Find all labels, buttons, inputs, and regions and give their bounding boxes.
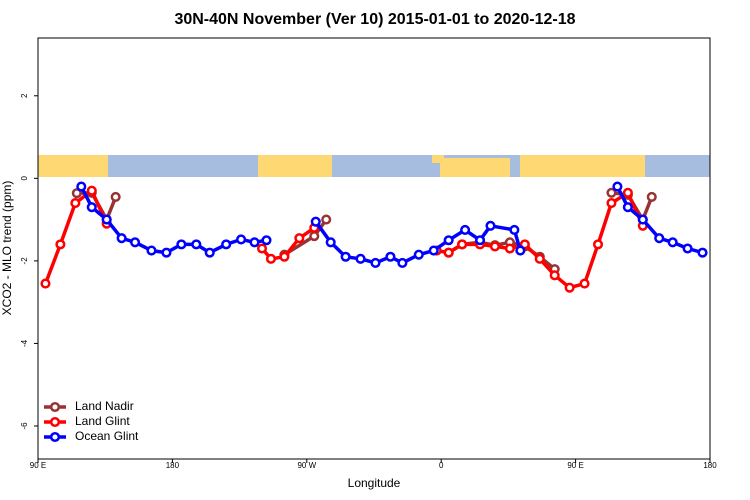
point: [564, 282, 575, 293]
point: [534, 253, 545, 264]
y-axis-label: XCO2 - MLO trend (ppm): [0, 181, 14, 316]
point: [236, 234, 247, 245]
legend-label: Land Glint: [75, 414, 130, 428]
point: [622, 187, 633, 198]
point: [646, 191, 657, 202]
series-line: [79, 185, 703, 265]
x-tick-label: 0: [439, 461, 444, 470]
x-tick-label: 180: [166, 461, 180, 470]
point: [71, 188, 82, 199]
point: [204, 247, 215, 258]
point: [485, 220, 496, 231]
point: [549, 270, 560, 281]
point: [592, 239, 604, 250]
point: [130, 237, 141, 248]
point: [443, 235, 454, 246]
legend-marker: [49, 416, 61, 428]
x-tick-label: 90 E: [30, 461, 46, 470]
point: [606, 187, 617, 198]
point: [489, 241, 501, 252]
point: [443, 247, 454, 258]
x-tick-label: 90 W: [297, 461, 316, 470]
point: [622, 202, 633, 213]
point: [606, 198, 617, 209]
point: [504, 243, 515, 254]
point: [385, 251, 396, 262]
plot-box: [37, 37, 711, 460]
point: [55, 239, 66, 250]
point: [697, 247, 708, 258]
point: [70, 198, 81, 209]
point: [110, 191, 121, 202]
point: [457, 239, 468, 250]
x-tick-label: 90 E: [567, 461, 583, 470]
y-tick-label: -6: [20, 422, 29, 430]
point: [321, 214, 332, 225]
land: [520, 155, 645, 177]
point: [279, 251, 290, 262]
point: [413, 249, 424, 260]
point: [176, 239, 187, 250]
point: [667, 237, 678, 248]
land: [38, 155, 108, 177]
point: [340, 251, 351, 262]
point: [40, 278, 51, 289]
point: [86, 202, 97, 213]
point: [509, 224, 520, 235]
point: [310, 216, 321, 227]
point: [161, 247, 172, 258]
point: [261, 235, 272, 246]
point: [146, 245, 157, 256]
chart-title: 30N-40N November (Ver 10) 2015-01-01 to …: [174, 11, 575, 28]
point: [86, 185, 97, 196]
point: [256, 243, 268, 254]
point: [265, 253, 277, 264]
point: [612, 181, 623, 192]
point: [370, 257, 381, 268]
point: [221, 239, 232, 250]
y-tick-label: -2: [20, 257, 29, 265]
legend-label: Ocean Glint: [75, 429, 139, 443]
point: [637, 214, 648, 225]
legend-label: Land Nadir: [75, 399, 134, 413]
point: [428, 245, 439, 256]
x-axis-label: Longitude: [348, 476, 401, 490]
land: [440, 158, 510, 177]
map-strip: [38, 155, 710, 177]
point: [325, 237, 336, 248]
point: [294, 233, 305, 244]
y-tick-label: 0: [20, 176, 29, 181]
point: [116, 233, 127, 244]
point: [249, 237, 260, 248]
point: [460, 224, 471, 235]
point: [76, 181, 87, 192]
x-tick-label: 180: [703, 461, 717, 470]
legend-marker: [49, 431, 61, 443]
point: [355, 253, 366, 264]
land: [432, 155, 444, 163]
point: [682, 243, 693, 254]
legend-marker: [49, 401, 61, 413]
point: [654, 233, 665, 244]
point: [579, 278, 590, 289]
point: [515, 245, 526, 256]
point: [397, 257, 408, 268]
land: [258, 155, 332, 177]
y-tick-label: 2: [20, 93, 29, 98]
point: [101, 214, 112, 225]
y-tick-label: -4: [20, 339, 29, 347]
point: [474, 235, 486, 246]
point: [309, 231, 320, 242]
point: [191, 239, 202, 250]
